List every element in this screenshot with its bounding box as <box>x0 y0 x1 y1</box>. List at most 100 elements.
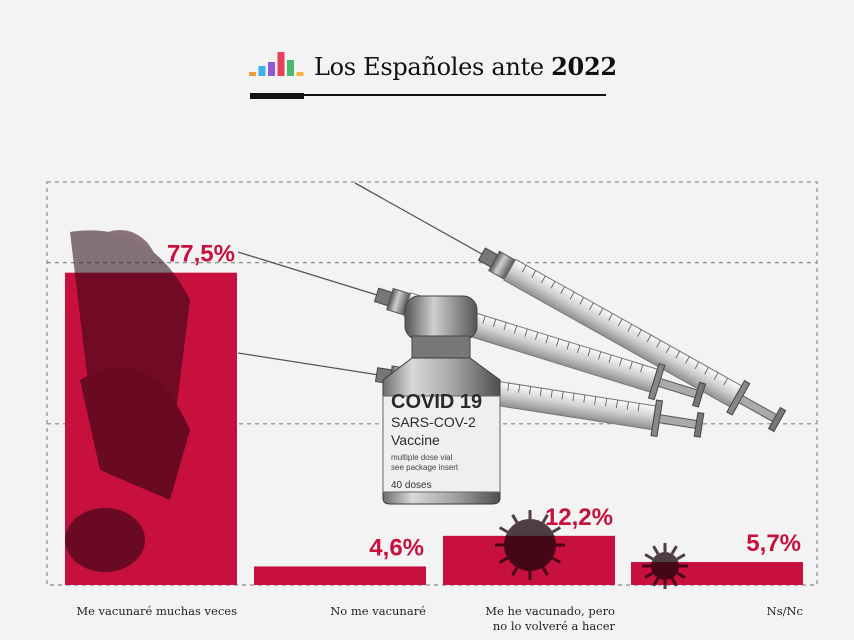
category-label: Ns/Nc <box>767 604 803 618</box>
plunger-thumb <box>767 406 787 433</box>
barrel-tick <box>550 389 553 398</box>
barrel-tick <box>675 350 681 359</box>
value-labels-group: 77,5% 4,6% 12,2% 5,7% <box>167 241 801 562</box>
bars-group <box>65 230 803 589</box>
vial-label-line5: see package insert <box>391 463 459 472</box>
category-labels-group: Me vacunaré muchas veces No me vacunaré Me… <box>76 604 803 633</box>
category-label-line: no lo volveré a hacer <box>493 619 616 633</box>
barrel-tick <box>535 332 539 340</box>
virus-spike <box>498 526 509 534</box>
barrel-tick <box>541 275 546 284</box>
category-label: No me vacunaré <box>330 604 426 618</box>
barrel-tick <box>656 340 661 348</box>
virus-spike <box>551 556 562 564</box>
value-label: 4,6% <box>369 534 424 561</box>
vial-label-line1: COVID 19 <box>391 391 482 413</box>
page-title: Los Españoles ante 2022 <box>314 52 617 81</box>
virus-spike <box>511 513 519 524</box>
barrel-tick <box>521 264 527 273</box>
category-label: Me he vacunado, pero no lo volveré a hace… <box>485 604 615 633</box>
virus-spike <box>551 526 562 534</box>
barrel-tick <box>713 372 719 380</box>
barrel-tick <box>608 354 612 363</box>
barrel-tick <box>615 399 618 408</box>
barrel-tick <box>617 318 623 327</box>
logo-bar <box>296 72 304 76</box>
barrel-tick <box>640 364 644 373</box>
barrel-tick <box>583 394 586 403</box>
barrel-tick <box>539 388 542 397</box>
virus-spike <box>652 545 660 555</box>
barrel-tick <box>589 302 594 310</box>
virus-spike <box>498 556 509 564</box>
vial-label-line4: multiple dose vial <box>391 453 453 462</box>
vial-neck <box>411 335 471 359</box>
virus-body <box>504 519 556 571</box>
barrel-tick <box>514 325 518 334</box>
virus-spike <box>670 577 678 587</box>
plunger-thumb <box>693 411 705 438</box>
barrel-tick <box>587 348 591 357</box>
category-label: Me vacunaré muchas veces <box>76 604 237 618</box>
barrel-tick <box>518 384 521 393</box>
barrel-tick <box>598 307 604 316</box>
barrel-tick <box>550 281 556 289</box>
barrel-tick <box>560 286 565 294</box>
virus-spike <box>644 571 654 579</box>
logo-bar <box>268 62 275 76</box>
barrel-tick <box>531 270 537 278</box>
barrel-tick <box>629 361 633 370</box>
virus-spike <box>644 553 654 561</box>
barrel-tick <box>594 396 597 405</box>
barrel-tick <box>561 391 564 400</box>
barrel-tick <box>556 338 560 347</box>
category-label-line: Me vacunaré muchas veces <box>76 604 237 618</box>
barrel-tick <box>503 322 507 331</box>
barrel-tick <box>704 367 709 375</box>
barrel-tick <box>694 361 700 370</box>
barrel-tick <box>637 403 640 412</box>
barrel-tick <box>572 393 575 402</box>
texture-arm <box>65 508 145 572</box>
texture-glove <box>80 367 190 500</box>
frame-border <box>46 181 818 586</box>
barrel-tick <box>528 386 532 395</box>
header-rule <box>250 94 606 96</box>
vial-label-line3: Vaccine <box>391 432 440 448</box>
barrel-tick <box>566 341 570 350</box>
virus-spike <box>652 577 660 587</box>
barrel-tick <box>646 334 652 343</box>
value-label: 12,2% <box>545 504 613 531</box>
header-accent-bar <box>250 93 304 99</box>
virus-spike <box>670 545 678 555</box>
barrel-tick <box>626 401 629 410</box>
barrel-tick <box>482 315 486 324</box>
chart-header: Los Españoles ante 2022 <box>248 48 617 100</box>
logo-bar <box>249 72 256 76</box>
barrel-tick <box>665 345 671 353</box>
barrel-tick <box>492 319 497 327</box>
virus-spike <box>676 553 686 561</box>
logo-bar <box>258 66 266 76</box>
category-label-line: Ns/Nc <box>767 604 803 618</box>
plunger-thumb <box>692 381 707 408</box>
syringe-top <box>354 182 787 433</box>
title-year: 2022 <box>551 52 617 81</box>
needle <box>237 251 377 296</box>
logo-bar <box>277 52 285 76</box>
virus-body <box>651 552 679 580</box>
barrel-tick <box>507 383 510 392</box>
needle <box>237 352 377 376</box>
title-prefix: Los Españoles ante <box>314 53 544 81</box>
vial-label-line2: SARS-COV-2 <box>391 414 476 430</box>
bar-no-me-vacunare <box>254 566 426 585</box>
vial-label-line6: 40 doses <box>391 480 432 491</box>
bar-virus-texture <box>642 543 688 589</box>
barrel-tick <box>685 356 690 364</box>
value-label: 5,7% <box>746 530 801 557</box>
plunger-rod <box>738 395 778 423</box>
barrel-tick <box>577 345 581 353</box>
barrel-tick <box>605 398 608 407</box>
